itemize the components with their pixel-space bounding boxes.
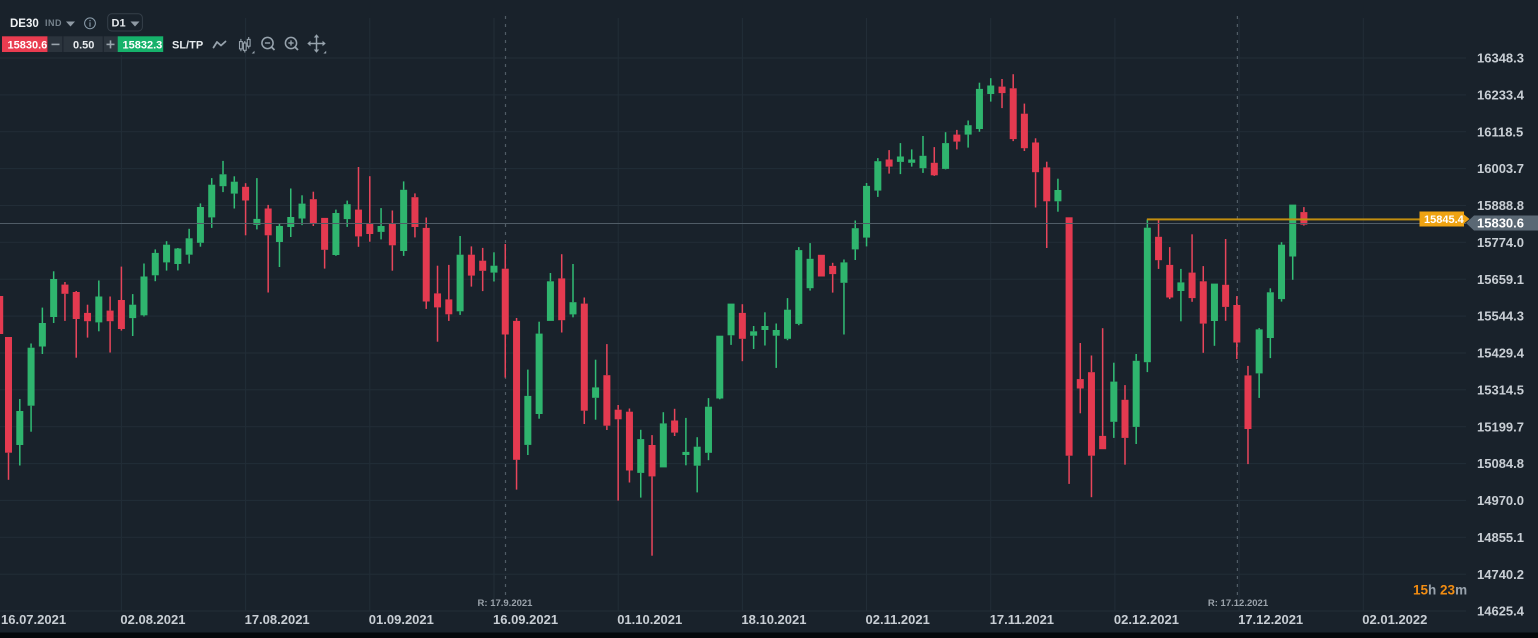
svg-text:14970.0: 14970.0 [1477,493,1524,508]
svg-text:SL/TP: SL/TP [172,40,203,52]
svg-text:15199.7: 15199.7 [1477,419,1524,434]
svg-text:18.10.2021: 18.10.2021 [741,612,806,627]
svg-text:02.11.2021: 02.11.2021 [866,612,930,627]
svg-text:17.08.2021: 17.08.2021 [245,612,310,627]
svg-text:R: 17.9.2021: R: 17.9.2021 [478,598,534,609]
svg-text:02.01.2022: 02.01.2022 [1362,612,1427,627]
svg-text:16003.7: 16003.7 [1477,161,1524,176]
svg-text:15429.4: 15429.4 [1477,346,1525,361]
svg-text:16233.4: 16233.4 [1477,88,1525,103]
svg-text:15830.6: 15830.6 [8,40,48,52]
svg-text:14855.1: 14855.1 [1477,530,1524,545]
svg-text:15544.3: 15544.3 [1477,309,1524,324]
svg-text:01.09.2021: 01.09.2021 [369,612,434,627]
svg-text:02.08.2021: 02.08.2021 [120,612,185,627]
svg-text:15832.3: 15832.3 [123,40,163,52]
svg-text:R: 17.12.2021: R: 17.12.2021 [1208,598,1269,609]
svg-text:15659.1: 15659.1 [1477,272,1524,287]
svg-text:D1: D1 [112,18,126,30]
svg-text:17.12.2021: 17.12.2021 [1238,612,1303,627]
svg-text:15888.8: 15888.8 [1477,198,1524,213]
svg-text:DE30: DE30 [10,18,39,30]
svg-text:01.10.2021: 01.10.2021 [617,612,682,627]
svg-text:15084.8: 15084.8 [1477,456,1524,471]
svg-text:15845.4: 15845.4 [1424,214,1465,226]
svg-text:0.50: 0.50 [73,40,94,52]
svg-text:15314.5: 15314.5 [1477,382,1524,397]
svg-text:02.12.2021: 02.12.2021 [1114,612,1179,627]
svg-text:16348.3: 16348.3 [1477,51,1524,66]
svg-text:16.07.2021: 16.07.2021 [1,612,66,627]
svg-text:14740.2: 14740.2 [1477,567,1524,582]
svg-text:17.11.2021: 17.11.2021 [990,612,1054,627]
svg-text:IND: IND [45,18,62,28]
svg-text:16118.5: 16118.5 [1477,124,1523,139]
svg-text:15774.0: 15774.0 [1477,235,1524,250]
svg-text:16.09.2021: 16.09.2021 [493,612,558,627]
svg-text:14625.4: 14625.4 [1477,604,1525,619]
svg-text:15h 23m: 15h 23m [1413,583,1467,598]
svg-text:15830.6: 15830.6 [1477,216,1524,231]
